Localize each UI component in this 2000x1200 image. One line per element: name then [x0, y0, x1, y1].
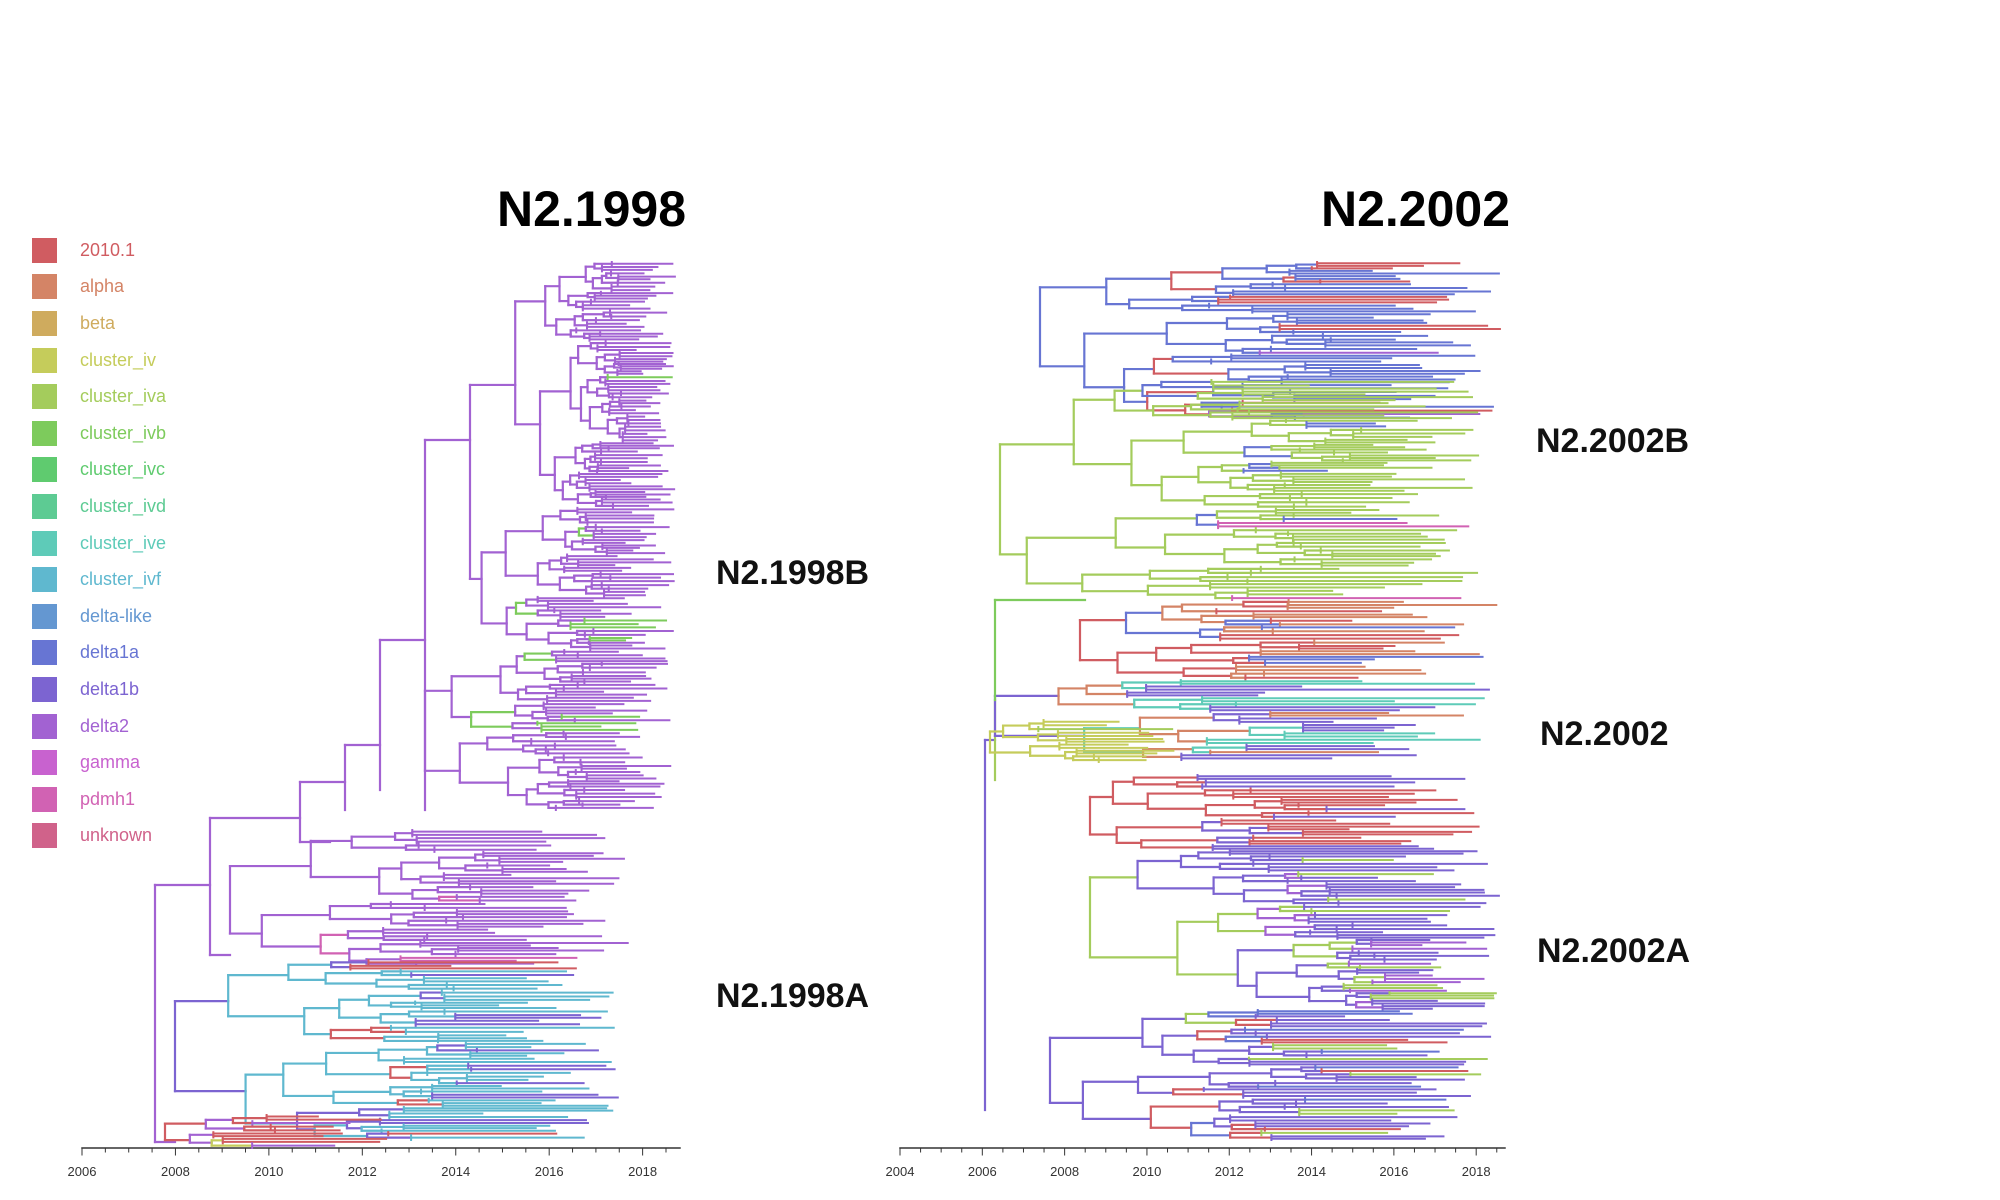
- legend-item-2010-1: 2010.1: [32, 232, 252, 269]
- clade-label-n2-2002a: N2.2002A: [1537, 932, 1691, 970]
- clade-label-n2-2002b: N2.2002B: [1536, 422, 1690, 460]
- legend-item-pdmh1: pdmh1: [32, 781, 252, 818]
- legend-swatch: [32, 823, 57, 849]
- axis-tick-label: 2012: [1215, 1164, 1244, 1179]
- axis-tick-label: 2008: [161, 1164, 190, 1179]
- legend-item-cluster-ivf: cluster_ivf: [32, 561, 252, 598]
- legend-item-delta1a: delta1a: [32, 635, 252, 672]
- legend-swatch: [32, 713, 57, 739]
- legend-swatch: [32, 567, 57, 593]
- legend-swatch: [32, 493, 57, 519]
- legend-item-cluster-iv: cluster_iv: [32, 342, 252, 379]
- axis-tick-label: 2014: [441, 1164, 470, 1179]
- panel-title-n2-2002: N2.2002: [1321, 181, 1511, 237]
- legend-label: 2010.1: [80, 239, 136, 260]
- axis-tick-label: 2010: [254, 1164, 283, 1179]
- legend-label: cluster_ivc: [80, 459, 166, 480]
- legend-swatch: [32, 310, 57, 336]
- legend-label: pdmh1: [80, 788, 136, 809]
- legend-item-delta2: delta2: [32, 708, 252, 745]
- legend-swatch: [32, 457, 57, 483]
- axis-tick-label: 2018: [1462, 1164, 1491, 1179]
- clade-label-n2-1998b: N2.1998B: [716, 554, 870, 592]
- clade-label-n2-1998a: N2.1998A: [716, 977, 870, 1015]
- legend-label: alpha: [80, 276, 125, 297]
- axis-tick-label: 2006: [68, 1164, 97, 1179]
- legend-swatch: [32, 786, 57, 812]
- legend-swatch: [32, 750, 57, 776]
- axis-tick-label: 2012: [348, 1164, 377, 1179]
- legend-item-cluster-iva: cluster_iva: [32, 378, 252, 415]
- legend-swatch: [32, 237, 57, 263]
- legend-label: delta1a: [80, 642, 140, 663]
- legend-swatch: [32, 347, 57, 373]
- legend-swatch: [32, 420, 57, 446]
- axis-tick-label: 2014: [1297, 1164, 1326, 1179]
- legend-label: delta-like: [80, 605, 153, 626]
- legend-swatch: [32, 384, 57, 410]
- axis-tick-label: 2016: [1379, 1164, 1408, 1179]
- legend-label: cluster_ive: [80, 532, 167, 553]
- legend-label: delta2: [80, 715, 130, 736]
- legend-label: gamma: [80, 752, 141, 773]
- legend-label: cluster_iv: [80, 349, 157, 370]
- legend-swatch: [32, 274, 57, 300]
- legend-item-gamma: gamma: [32, 744, 252, 781]
- panel-title-n2-1998: N2.1998: [497, 181, 687, 237]
- legend-swatch: [32, 640, 57, 666]
- legend-label: cluster_iva: [80, 386, 167, 407]
- axis-tick-label: 2006: [968, 1164, 997, 1179]
- axis-tick-label: 2004: [886, 1164, 915, 1179]
- legend-label: beta: [80, 312, 116, 333]
- axis-tick-label: 2010: [1132, 1164, 1161, 1179]
- legend-item-cluster-ivd: cluster_ivd: [32, 488, 252, 525]
- legend-item-delta-like: delta-like: [32, 598, 252, 635]
- clade-label-n2-2002: N2.2002: [1540, 715, 1669, 753]
- legend-item-delta1b: delta1b: [32, 671, 252, 708]
- legend-item-unknown: unknown: [32, 818, 252, 855]
- axis-tick-label: 2008: [1050, 1164, 1079, 1179]
- legend-label: cluster_ivb: [80, 422, 167, 443]
- legend-item-cluster-ivc: cluster_ivc: [32, 452, 252, 489]
- axis-tick-label: 2018: [628, 1164, 657, 1179]
- legend-label: unknown: [80, 825, 153, 846]
- legend-item-cluster-ivb: cluster_ivb: [32, 415, 252, 452]
- legend-label: delta1b: [80, 678, 140, 699]
- legend-swatch: [32, 676, 57, 702]
- legend-label: cluster_ivd: [80, 495, 167, 516]
- axis-tick-label: 2016: [535, 1164, 564, 1179]
- legend-label: cluster_ivf: [80, 569, 162, 590]
- legend-item-cluster-ive: cluster_ive: [32, 525, 252, 562]
- legend-swatch: [32, 530, 57, 556]
- legend-item-beta: beta: [32, 305, 252, 342]
- legend-item-alpha: alpha: [32, 269, 252, 306]
- legend-swatch: [32, 603, 57, 629]
